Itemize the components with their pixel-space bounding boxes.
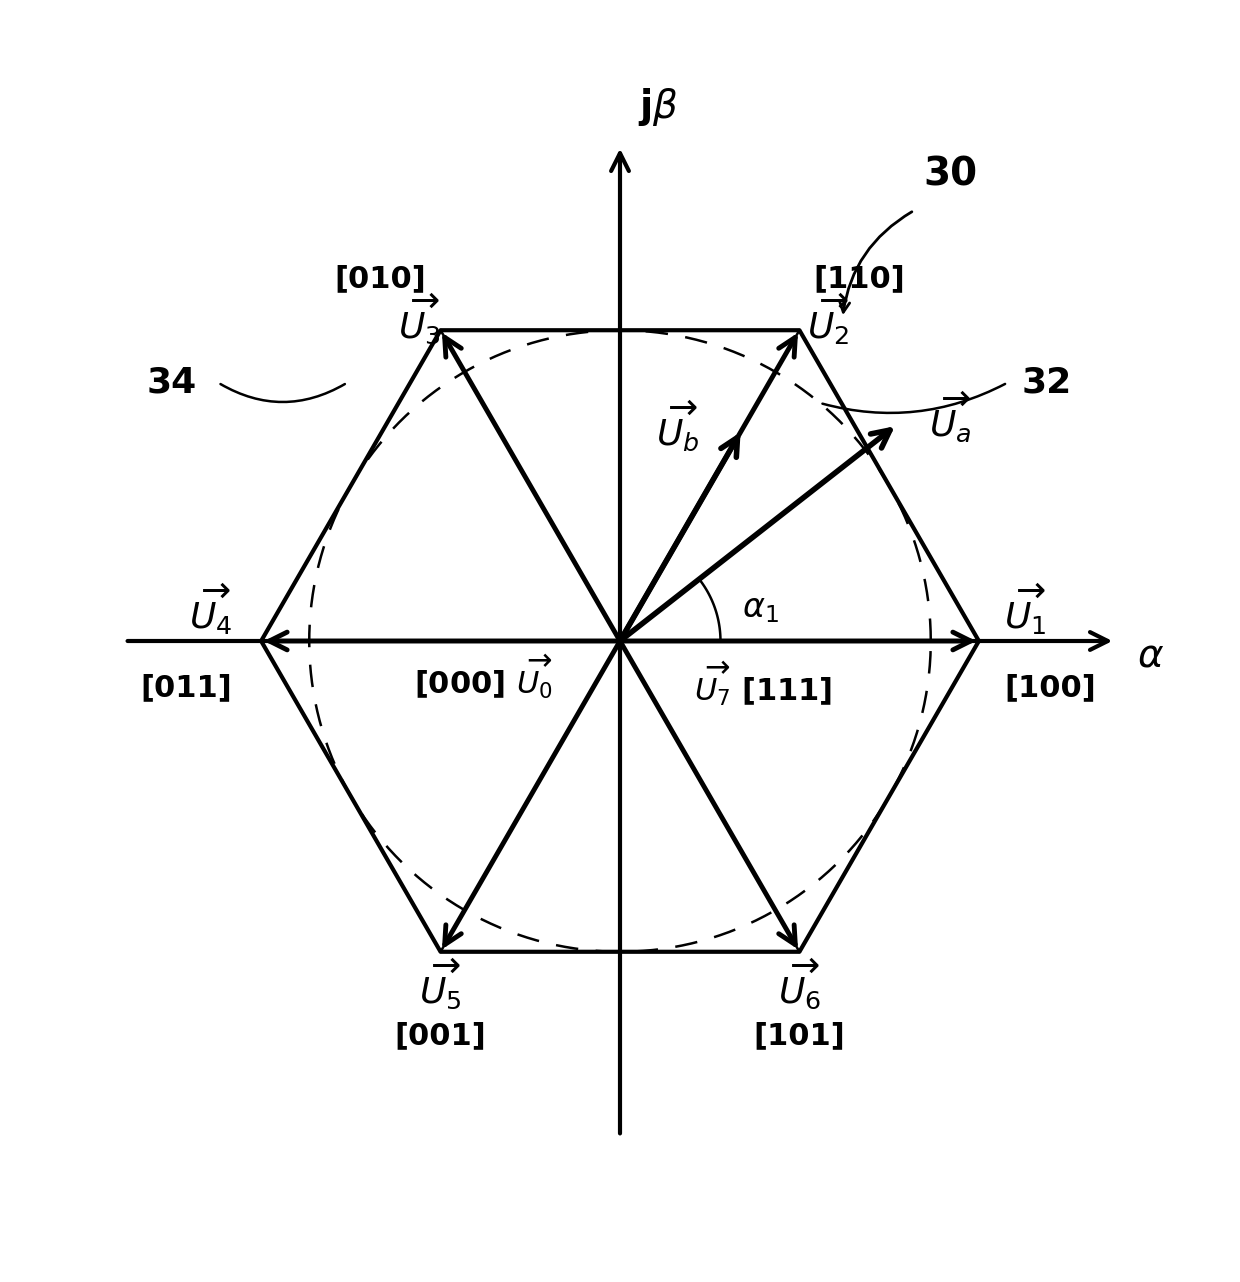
- Text: 30: 30: [923, 155, 977, 194]
- Text: [010]: [010]: [335, 264, 427, 292]
- Text: [001]: [001]: [394, 1022, 486, 1050]
- Text: 34: 34: [146, 365, 197, 400]
- Text: [101]: [101]: [754, 1022, 846, 1050]
- Text: $\alpha_1$: $\alpha_1$: [742, 592, 779, 626]
- Text: $\overrightarrow{U_3}$: $\overrightarrow{U_3}$: [398, 291, 440, 346]
- Text: $\overrightarrow{U_2}$: $\overrightarrow{U_2}$: [806, 291, 849, 346]
- Text: [110]: [110]: [813, 264, 905, 292]
- Text: $\overrightarrow{U_b}$: $\overrightarrow{U_b}$: [656, 399, 699, 454]
- Text: [100]: [100]: [1004, 673, 1096, 703]
- Text: j$\beta$: j$\beta$: [637, 86, 678, 128]
- Text: $\overrightarrow{U_a}$: $\overrightarrow{U_a}$: [930, 390, 972, 445]
- Text: 32: 32: [1022, 365, 1073, 400]
- Text: $\alpha$: $\alpha$: [1137, 636, 1164, 674]
- Text: [011]: [011]: [140, 673, 232, 703]
- Text: $\overrightarrow{U_1}$: $\overrightarrow{U_1}$: [1004, 581, 1047, 637]
- Text: $\overrightarrow{U_4}$: $\overrightarrow{U_4}$: [190, 581, 232, 637]
- Text: $\overrightarrow{U_5}$: $\overrightarrow{U_5}$: [419, 956, 461, 1011]
- Text: $\overrightarrow{U_7}$ [111]: $\overrightarrow{U_7}$ [111]: [694, 660, 833, 708]
- Text: [000] $\overrightarrow{U_0}$: [000] $\overrightarrow{U_0}$: [414, 653, 553, 701]
- Text: $\overrightarrow{U_6}$: $\overrightarrow{U_6}$: [777, 956, 821, 1011]
